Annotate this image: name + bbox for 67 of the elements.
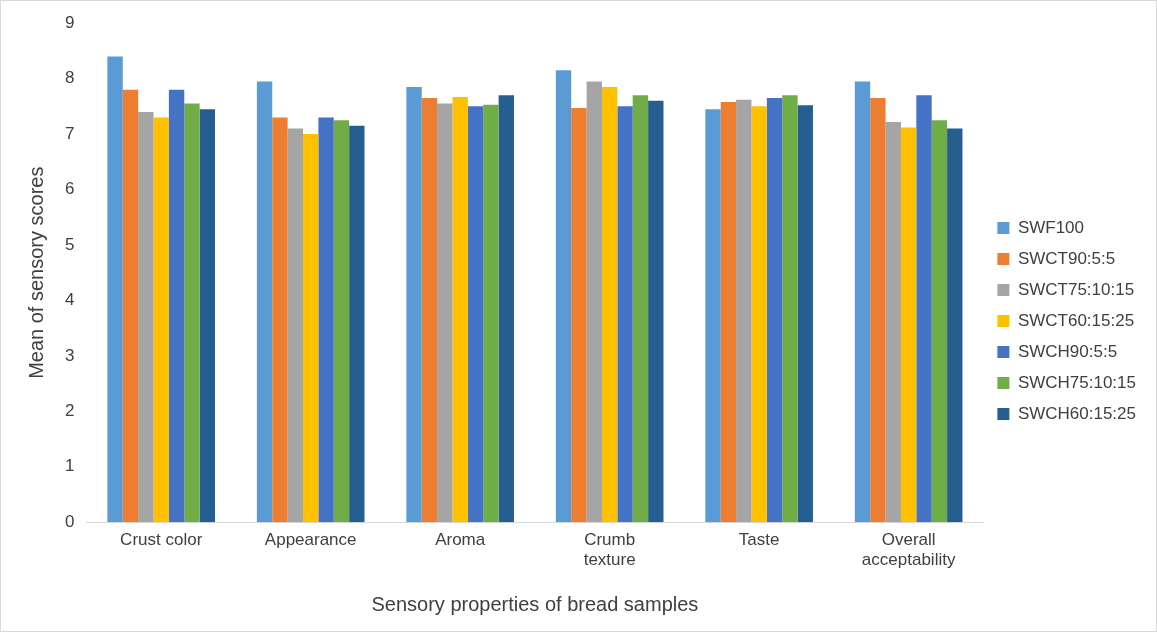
- bar: [736, 99, 752, 523]
- legend-label: SWCH60:15:25: [1017, 403, 1137, 423]
- x-tick-label: Taste: [738, 530, 780, 550]
- bar: [648, 100, 664, 523]
- bar: [916, 95, 932, 523]
- y-tick-label: 0: [64, 511, 75, 531]
- x-tick-label: Overall acceptability: [861, 530, 956, 570]
- bar: [797, 105, 813, 523]
- bar: [272, 117, 288, 523]
- legend-label: SWCT75:10:15: [1017, 279, 1135, 299]
- legend-label: SWCH75:10:15: [1017, 372, 1137, 392]
- y-tick-label: 7: [64, 123, 75, 143]
- y-tick-label: 3: [64, 345, 75, 365]
- bar: [153, 117, 169, 523]
- x-tick-label: Crumb texture: [583, 530, 636, 570]
- bar: [333, 120, 350, 523]
- legend-label: SWCT90:5:5: [1017, 248, 1116, 268]
- bar: [122, 89, 139, 523]
- bar: [256, 81, 273, 523]
- bar: [854, 81, 871, 523]
- bar: [931, 120, 948, 523]
- legend-label: SWCH90:5:5: [1017, 341, 1118, 361]
- bar: [168, 89, 185, 523]
- x-tick-label: Crust color: [120, 530, 203, 550]
- bar: [571, 108, 587, 523]
- bar: [467, 106, 484, 523]
- bar: [498, 95, 514, 523]
- x-axis-title: Sensory properties of bread samples: [371, 592, 699, 615]
- bar: [751, 106, 767, 523]
- bar: [782, 95, 798, 523]
- x-tick-label: Aroma: [435, 530, 486, 550]
- bar: [483, 104, 499, 523]
- bar: [437, 103, 453, 523]
- y-tick-label: 4: [64, 290, 75, 310]
- y-tick-label: 9: [64, 12, 75, 32]
- y-tick-label: 5: [64, 234, 75, 254]
- bar: [947, 128, 963, 523]
- bar: [885, 121, 901, 523]
- bar: [406, 86, 422, 523]
- legend-label: SWCT60:15:25: [1017, 310, 1135, 330]
- bar: [766, 98, 783, 523]
- y-tick-label: 8: [64, 68, 75, 88]
- bar: [287, 128, 303, 523]
- x-tick-label: Appearance: [264, 530, 357, 550]
- bar: [632, 95, 649, 523]
- y-tick-label: 1: [64, 456, 75, 476]
- bar: [705, 109, 721, 523]
- bar: [303, 134, 319, 523]
- bar: [870, 98, 886, 523]
- bar: [138, 111, 154, 523]
- bar: [555, 70, 572, 523]
- y-axis-title: Mean of sensory scores: [24, 166, 47, 379]
- bar: [617, 106, 633, 523]
- y-tick-label: 2: [64, 401, 75, 420]
- bar: [318, 117, 334, 523]
- y-tick-label: 6: [64, 179, 75, 199]
- bar: [720, 101, 737, 523]
- bar: [586, 81, 602, 523]
- legend-label: SWF100: [1017, 217, 1085, 237]
- bar: [184, 103, 200, 523]
- bar: [900, 127, 917, 523]
- bar: [452, 96, 468, 523]
- bar: [601, 86, 618, 523]
- bar: [349, 125, 365, 523]
- bar: [199, 109, 216, 523]
- bar: [107, 56, 123, 523]
- bar: [421, 98, 438, 523]
